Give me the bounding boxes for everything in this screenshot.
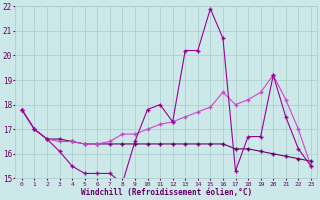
X-axis label: Windchill (Refroidissement éolien,°C): Windchill (Refroidissement éolien,°C) bbox=[81, 188, 252, 197]
